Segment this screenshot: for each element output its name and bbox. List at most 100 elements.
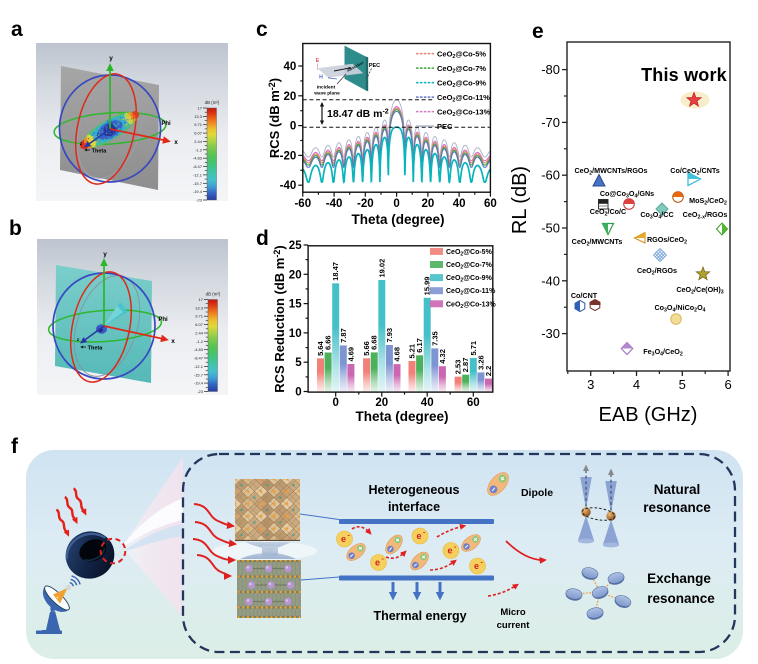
svg-text:H: H	[319, 75, 323, 81]
svg-text:25: 25	[289, 240, 302, 252]
svg-text:6.66: 6.66	[324, 335, 333, 350]
svg-text:6.68: 6.68	[370, 335, 379, 350]
svg-text:9.71: 9.71	[195, 314, 204, 319]
svg-text:-4.83: -4.83	[194, 347, 204, 352]
svg-text:9.71: 9.71	[194, 122, 203, 127]
svg-text:7.93: 7.93	[385, 328, 394, 343]
svg-text:4: 4	[633, 377, 640, 392]
svg-text:20: 20	[421, 198, 434, 210]
svg-text:z: z	[77, 337, 80, 342]
svg-text:Theta (degree): Theta (degree)	[351, 212, 444, 227]
svg-text:5: 5	[679, 377, 686, 392]
svg-text:CeO2​@Co-11%: CeO2​@Co-11%	[446, 288, 496, 297]
svg-text:2.44: 2.44	[194, 139, 203, 144]
svg-text:This work: This work	[641, 65, 728, 85]
svg-text:-8.47: -8.47	[193, 164, 203, 169]
svg-text:-30: -30	[541, 326, 560, 341]
svg-text:b: b	[9, 217, 22, 240]
svg-text:10: 10	[289, 328, 302, 340]
svg-text:-20: -20	[280, 150, 297, 162]
svg-text:17: 17	[198, 106, 203, 111]
svg-text:-19.4: -19.4	[194, 381, 204, 386]
svg-text:0: 0	[332, 397, 338, 409]
svg-text:-1.2: -1.2	[196, 339, 204, 344]
svg-text:-60: -60	[541, 168, 560, 183]
svg-text:5.64: 5.64	[316, 340, 325, 355]
svg-text:6.07: 6.07	[194, 131, 203, 136]
svg-text:CeO2​@Co-5%: CeO2​@Co-5%	[446, 249, 493, 258]
svg-text:CeO2​@Co-11%: CeO2​@Co-11%	[437, 93, 490, 104]
svg-text:a: a	[11, 18, 23, 41]
svg-text:MoS2​/CeO2​: MoS2​/CeO2​	[689, 196, 727, 207]
svg-text:15.99: 15.99	[423, 277, 432, 296]
svg-text:3: 3	[587, 377, 594, 392]
svg-text:5.71: 5.71	[469, 341, 478, 356]
svg-text:-: -	[454, 544, 457, 551]
svg-text:y: y	[109, 55, 113, 62]
svg-text:15: 15	[289, 299, 302, 311]
svg-text:x: x	[174, 139, 178, 146]
svg-text:-60: -60	[294, 198, 311, 210]
svg-text:-: -	[348, 533, 351, 540]
svg-text:3.26: 3.26	[476, 355, 485, 370]
svg-text:-19.4: -19.4	[193, 189, 203, 194]
svg-text:40: 40	[421, 397, 434, 409]
svg-text:4.69: 4.69	[346, 347, 355, 362]
svg-text:CeO2​/RGOs: CeO2​/RGOs	[637, 266, 677, 277]
svg-text:E: E	[316, 58, 320, 64]
svg-text:Dipole: Dipole	[521, 487, 553, 499]
svg-text:c: c	[256, 18, 268, 41]
svg-text:Theta: Theta	[88, 346, 104, 352]
svg-text:Theta (degree): Theta (degree)	[355, 409, 448, 424]
svg-text:interface: interface	[388, 500, 440, 514]
svg-text:13.3: 13.3	[195, 305, 204, 310]
svg-text:Fe3​O4​/CeO2​: Fe3​O4​/CeO2​	[643, 347, 683, 358]
svg-text:CeO2​@Co-7%: CeO2​@Co-7%	[446, 262, 493, 271]
svg-text:-20: -20	[357, 198, 374, 210]
svg-text:5.21: 5.21	[408, 344, 417, 359]
svg-text:-: -	[382, 556, 385, 563]
svg-text:e: e	[532, 20, 544, 43]
svg-text:CeO2​@Co-13%: CeO2​@Co-13%	[446, 301, 496, 310]
svg-text:CeO2-x​/RGOs: CeO2-x​/RGOs	[683, 210, 728, 221]
svg-text:e: e	[341, 534, 346, 544]
svg-text:18.47: 18.47	[331, 262, 340, 281]
svg-text:Micro: Micro	[500, 607, 526, 618]
svg-text:-23: -23	[196, 198, 203, 203]
svg-text:6.17: 6.17	[415, 338, 424, 353]
svg-text:current: current	[497, 620, 531, 631]
svg-text:dB (m²): dB (m²)	[206, 292, 221, 297]
svg-text:-50: -50	[541, 221, 560, 236]
svg-text:-40: -40	[326, 198, 343, 210]
svg-text:resonance: resonance	[647, 591, 715, 606]
svg-text:z: z	[80, 141, 83, 146]
svg-text:Phi: Phi	[158, 317, 168, 323]
svg-text:-40: -40	[280, 180, 297, 192]
svg-text:2.53: 2.53	[454, 360, 463, 375]
svg-text:x: x	[171, 338, 175, 345]
svg-text:20: 20	[284, 91, 297, 103]
svg-text:CeO2​/Ce(OH)3​: CeO2​/Ce(OH)3​	[676, 285, 723, 296]
svg-text:20: 20	[375, 397, 388, 409]
svg-text:4.32: 4.32	[438, 349, 447, 364]
svg-text:CeO2​@Co-9%: CeO2​@Co-9%	[446, 275, 493, 284]
svg-text:6.07: 6.07	[195, 322, 204, 327]
svg-text:-12.1: -12.1	[193, 172, 203, 177]
svg-text:-15.7: -15.7	[194, 372, 204, 377]
svg-text:7.87: 7.87	[339, 328, 348, 343]
svg-text:2.2: 2.2	[484, 366, 493, 376]
svg-text:RL (dB): RL (dB)	[509, 166, 531, 234]
svg-text:resonance: resonance	[643, 500, 711, 515]
svg-text:CeO2​/MWCNTs: CeO2​/MWCNTs	[572, 237, 623, 248]
svg-text:40: 40	[284, 61, 297, 73]
svg-text:CeO2​@Co-9%: CeO2​@Co-9%	[437, 78, 486, 89]
svg-text:60: 60	[467, 397, 480, 409]
svg-text:-40: -40	[541, 273, 560, 288]
svg-text:5: 5	[295, 357, 302, 369]
svg-text:Co3​O4​/CC: Co3​O4​/CC	[640, 210, 673, 221]
svg-text:60: 60	[484, 198, 497, 210]
svg-text:-70: -70	[541, 115, 560, 130]
svg-text:-15.7: -15.7	[193, 181, 203, 186]
svg-text:wave plane: wave plane	[313, 91, 340, 97]
svg-text:Heterogeneous: Heterogeneous	[369, 483, 460, 497]
